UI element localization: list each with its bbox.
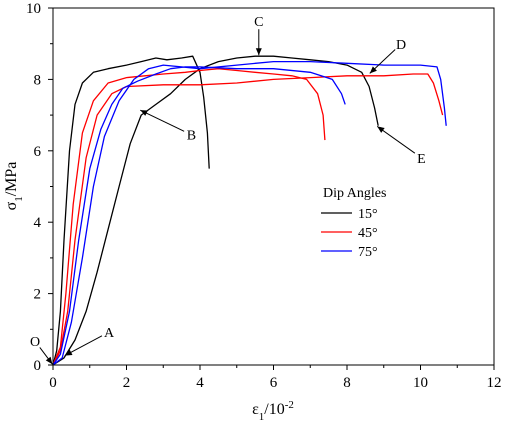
y-tick-label: 10	[26, 1, 41, 17]
legend-label: 75°	[358, 245, 378, 260]
legend-label: 15°	[358, 207, 378, 222]
legend: Dip Angles 15° 45° 75°	[321, 186, 386, 260]
annotation-label: C	[254, 15, 263, 30]
y-tick-label: 4	[34, 215, 42, 231]
annotation-label: O	[30, 335, 40, 350]
x-axis-label: ε1/10-2	[252, 399, 294, 422]
annotation-arrowhead	[64, 349, 73, 356]
y-tick-label: 2	[34, 287, 42, 303]
y-axis-ticks: 0 2 4 6 8 10	[26, 1, 53, 374]
x-tick-label: 2	[123, 375, 131, 391]
annotation-arrowhead	[255, 48, 262, 56]
x-tick-label: 12	[487, 375, 502, 391]
y-tick-label: 0	[34, 358, 42, 374]
series-line-15	[52, 55, 210, 366]
legend-title: Dip Angles	[323, 186, 386, 201]
curves-layer	[52, 55, 447, 366]
y-tick-label: 8	[34, 72, 42, 88]
legend-items: 15° 45° 75°	[321, 207, 378, 260]
y-tick-label: 6	[34, 144, 42, 160]
annotation-arrow	[140, 109, 185, 132]
y-axis-label: σ1/MPa	[3, 162, 25, 211]
annotation-arrowhead	[45, 356, 53, 365]
annotation-label: A	[104, 326, 115, 341]
annotation-label: E	[417, 152, 426, 167]
annotation-arrow	[64, 335, 103, 357]
annotation-label: B	[187, 129, 196, 144]
annotations-layer: O A B C D E	[30, 15, 426, 365]
series-line-75	[52, 66, 346, 366]
annotation-arrowhead	[140, 110, 148, 116]
annotation-arrowhead	[369, 66, 377, 74]
legend-label: 45°	[358, 226, 378, 241]
x-tick-label: 8	[343, 375, 351, 391]
x-tick-label: 6	[270, 375, 278, 391]
x-axis-ticks: 0 2 4 6 8 10 12	[49, 365, 502, 391]
series-line-45	[52, 73, 444, 366]
series-line-15	[52, 55, 379, 366]
series-line-45	[52, 68, 326, 366]
x-tick-label: 0	[49, 375, 57, 391]
x-tick-label: 10	[413, 375, 428, 391]
annotation-label: D	[396, 38, 406, 53]
annotation-arrow	[376, 125, 416, 154]
x-tick-label: 4	[196, 375, 204, 391]
series-line-75	[52, 60, 447, 366]
annotation-arrowhead	[377, 126, 385, 133]
